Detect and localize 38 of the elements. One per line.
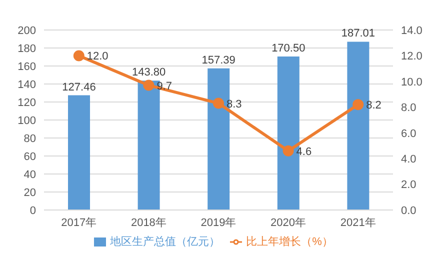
y2-tick-label: 6.0 (401, 128, 416, 140)
bar (68, 95, 90, 210)
point (352, 99, 364, 110)
y2-tick-label: 8.0 (401, 102, 416, 114)
y-tick-label: 100 (18, 114, 36, 127)
y-tick-label: 40 (24, 168, 36, 181)
x-tick-label: 2019年 (200, 216, 236, 229)
y-tick-label: 160 (18, 60, 36, 73)
y-tick-label: 20 (24, 186, 36, 199)
y2-tick-label: 2.0 (401, 179, 416, 192)
y2-tick-label: 14.0 (401, 24, 422, 37)
y2-tick-label: 4.0 (401, 153, 416, 166)
data-label: 187.01 (341, 28, 376, 40)
point (73, 50, 84, 62)
y-tick-label: 180 (18, 42, 36, 55)
y-tick-label: 120 (18, 96, 36, 109)
x-tick-label: 2017年 (61, 216, 97, 229)
y-tick-label: 0 (30, 204, 36, 217)
y-tick-label: 140 (18, 78, 36, 91)
x-tick-label: 2018年 (130, 216, 166, 229)
point (213, 98, 224, 109)
point (282, 145, 294, 156)
y2-tick-label: 0.0 (401, 204, 416, 217)
data-label: 143.80 (132, 66, 166, 79)
legend-label: 地区生产总值（亿元） (110, 236, 220, 248)
y-tick-label: 60 (24, 150, 36, 163)
data-label: 12.0 (86, 50, 108, 63)
point (143, 80, 154, 91)
y-tick-label: 80 (24, 132, 36, 145)
x-tick-label: 2021年 (340, 216, 376, 229)
y2-tick-label: 12.0 (401, 50, 422, 63)
legend-label: 比上年增长（%） (246, 236, 333, 248)
data-label: 170.50 (272, 42, 306, 55)
x-tick-label: 2020年 (270, 216, 306, 229)
y2-tick-label: 10.0 (401, 76, 422, 88)
data-label: 157.39 (202, 54, 236, 66)
data-label: 127.46 (62, 81, 96, 94)
y-tick-label: 200 (18, 24, 36, 37)
